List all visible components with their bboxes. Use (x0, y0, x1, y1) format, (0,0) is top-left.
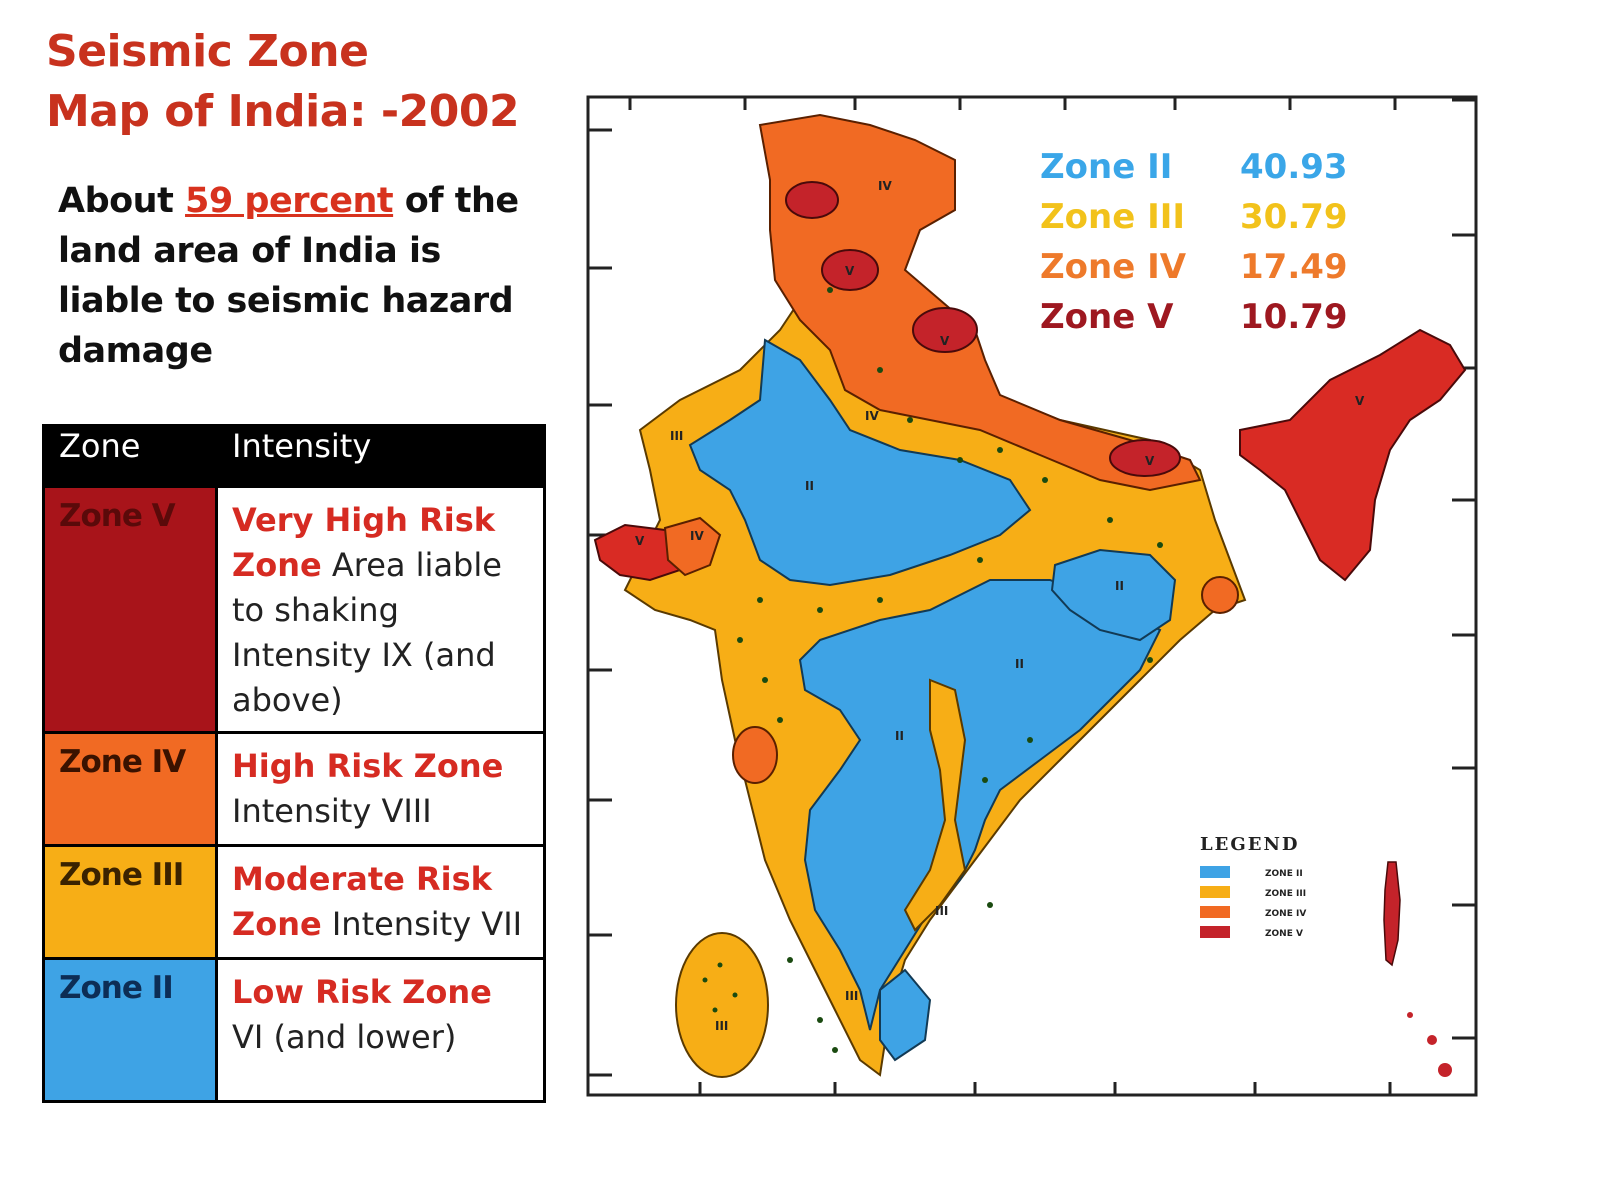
city-markers (702, 287, 1163, 1053)
header-intensity: Intensity (215, 424, 546, 488)
zone-ii-east (1050, 548, 1177, 642)
zone-iv-gujarat (663, 516, 722, 577)
legend-swatch (1200, 886, 1230, 898)
zone-cell: Zone II (42, 957, 218, 1103)
zone-v-uttarakhand (912, 307, 978, 353)
seismic-map: II II II II III III III III IV IV IV V V… (586, 95, 1478, 1097)
zone-labels: II II II II III III III III IV IV IV V V… (635, 179, 1365, 1033)
title-line-2: Map of India: -2002 (46, 86, 520, 137)
map-ticks (588, 97, 1476, 1095)
legend-label: ZONE III (1265, 889, 1306, 899)
zone-label: II (1115, 579, 1124, 593)
zone-label: V (845, 264, 855, 278)
percent-zone-label: Zone V (1040, 297, 1174, 337)
intensity-cell: High Risk Zone Intensity VIII (215, 731, 546, 847)
zone-v-himachal (821, 249, 879, 291)
table-row: Zone IV High Risk Zone Intensity VIII (42, 731, 546, 847)
zone-label: III (845, 989, 858, 1003)
intensity-desc: Intensity VIII (232, 792, 432, 830)
zone-label: II (1015, 657, 1024, 671)
intro-highlight: 59 percent (185, 181, 394, 221)
zone-label: III (670, 429, 683, 443)
zone-label: III (935, 904, 948, 918)
intensity-cell: Very High Risk Zone Area liable to shaki… (215, 485, 546, 734)
legend-title: LEGEND (1200, 834, 1300, 855)
zone-v-kashmir (785, 181, 839, 219)
nicobar-island (1438, 1063, 1452, 1077)
zone-iv-konkan (732, 726, 778, 784)
island-region (675, 932, 769, 1078)
zone-v-bihar (1109, 439, 1181, 477)
table-row: Zone V Very High Risk Zone Area liable t… (42, 485, 546, 734)
percent-zone-label: Zone IV (1040, 247, 1187, 287)
percent-value: 40.93 (1240, 147, 1348, 187)
page-title: Seismic Zone Map of India: -2002 (46, 22, 520, 142)
legend-label: ZONE V (1265, 929, 1303, 939)
zone-label: V (635, 534, 645, 548)
zone-label: II (895, 729, 904, 743)
risk-label: Moderate Risk Zone (232, 860, 492, 943)
nicobar-island (1427, 1035, 1437, 1045)
zone-label: III (715, 1019, 728, 1033)
zone-label: II (805, 479, 814, 493)
intensity-cell: Low Risk Zone VI (and lower) (215, 957, 546, 1103)
map-legend: LEGEND ZONE II ZONE III ZONE IV ZONE V (1200, 834, 1306, 939)
intensity-desc: VI (and lower) (232, 1018, 457, 1056)
zone-label: V (1355, 394, 1365, 408)
table-row: Zone III Moderate Risk Zone Intensity VI… (42, 844, 546, 960)
zone-cell: Zone IV (42, 731, 218, 847)
legend-swatch (1200, 926, 1230, 938)
percent-value: 17.49 (1240, 247, 1348, 287)
table-row: Zone II Low Risk Zone VI (and lower) (42, 957, 546, 1103)
zone-table: Zone Intensity Zone V Very High Risk Zon… (42, 424, 546, 1103)
zone-label: V (940, 334, 950, 348)
legend-label: ZONE IV (1265, 909, 1306, 919)
header-zone: Zone (42, 424, 218, 488)
percent-zone-label: Zone III (1040, 197, 1185, 237)
title-line-1: Seismic Zone (46, 26, 369, 77)
risk-label: Very High Risk Zone (232, 501, 496, 584)
intro-before: About (58, 181, 186, 221)
zone-label: IV (865, 409, 879, 423)
intensity-cell: Moderate Risk Zone Intensity VII (215, 844, 546, 960)
zone-cell: Zone III (42, 844, 218, 960)
andaman-islands (1383, 861, 1401, 967)
zone-iii-inner (903, 678, 967, 932)
zone-label: IV (878, 179, 892, 193)
percent-zone-label: Zone II (1040, 147, 1172, 187)
zone-ii-rajasthan (688, 338, 1032, 587)
percent-value: 10.79 (1240, 297, 1348, 337)
table-header-row: Zone Intensity (42, 424, 546, 488)
legend-swatch (1200, 906, 1230, 918)
percent-value: 30.79 (1240, 197, 1348, 237)
zone-label: V (1145, 454, 1155, 468)
risk-label: High Risk Zone (232, 747, 504, 785)
intro-text: About 59 percent of the land area of Ind… (58, 176, 528, 376)
intensity-desc: Intensity VII (321, 905, 523, 943)
risk-label: Low Risk Zone (232, 973, 492, 1011)
zone-iv-north (758, 113, 1202, 492)
zone-ii-south (879, 968, 932, 1062)
nicobar-island (1407, 1012, 1413, 1018)
zone-v-northeast (1239, 328, 1467, 582)
legend-swatch (1200, 866, 1230, 878)
zone-iv-east (1201, 576, 1239, 614)
zone-label: IV (690, 529, 704, 543)
legend-label: ZONE II (1265, 869, 1303, 879)
zone-cell: Zone V (42, 485, 218, 734)
intensity-desc: Area liable to shaking Intensity IX (and… (232, 546, 502, 719)
intro-after: of the land area of India is liable to s… (58, 181, 519, 371)
zone-percentages: Zone II 40.93 Zone III 30.79 Zone IV 17.… (1040, 147, 1348, 337)
